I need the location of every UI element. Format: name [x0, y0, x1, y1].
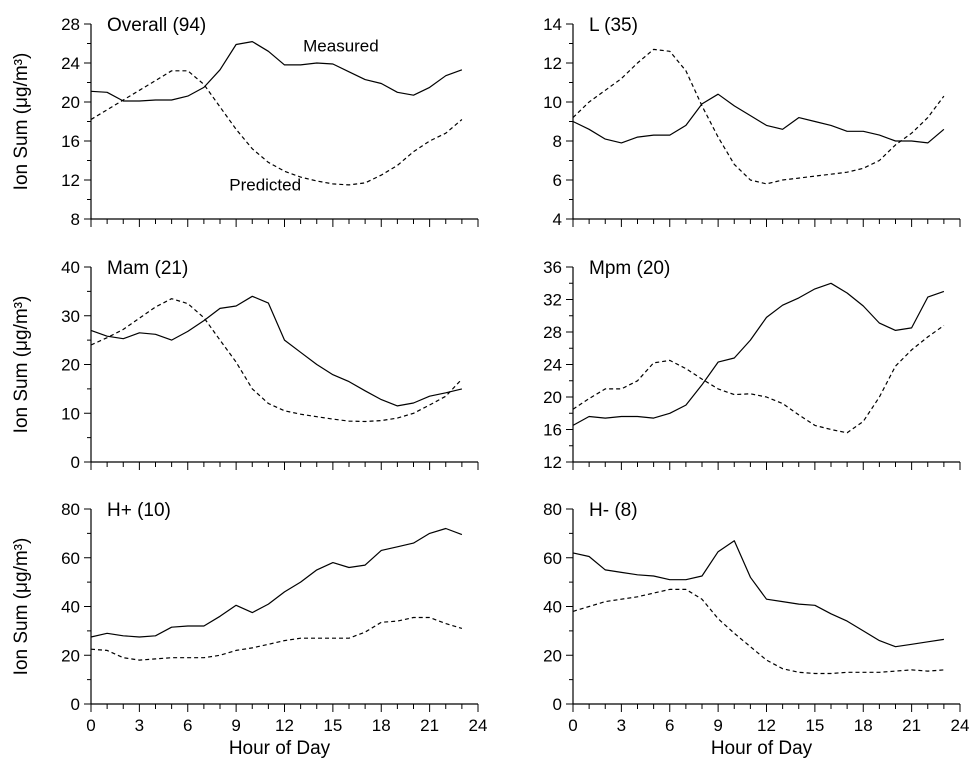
y-tick-label: 8 — [71, 210, 80, 229]
y-tick-label: 10 — [61, 404, 80, 423]
x-tick-label: 24 — [469, 716, 488, 735]
series-line-measured — [572, 282, 945, 426]
x-tick-label: 15 — [323, 716, 342, 735]
y-tick-label: 4 — [553, 210, 562, 229]
series-line-predicted — [572, 588, 944, 675]
x-tick-label: 12 — [757, 716, 776, 735]
y-tick-label: 16 — [543, 421, 562, 440]
y-tick-label: 8 — [553, 132, 562, 151]
series-line-predicted — [572, 325, 945, 434]
x-tick-label: 6 — [183, 716, 192, 735]
series-line-predicted — [90, 298, 463, 423]
panel-title: Overall (94) — [107, 15, 206, 36]
y-tick-label: 0 — [71, 695, 80, 714]
y-tick-label: 40 — [543, 598, 562, 617]
y-tick-label: 36 — [543, 258, 562, 277]
y-tick-label: 60 — [543, 549, 562, 568]
y-tick-label: 16 — [61, 132, 80, 151]
y-tick-label: 10 — [543, 93, 562, 112]
x-tick-label: 6 — [665, 716, 674, 735]
y-tick-label: 24 — [61, 54, 80, 73]
y-tick-label: 28 — [543, 323, 562, 342]
series-line-predicted — [572, 48, 945, 185]
chart-panel-5: 0 20 40 60 80 0 3 6 9 12 15 18 21 24 H+ (10) Ion Sum (μ… — [11, 500, 487, 759]
y-tick-label: 20 — [61, 356, 80, 375]
y-tick-label: 0 — [553, 695, 562, 714]
x-tick-label: 21 — [902, 716, 921, 735]
x-tick-label: 9 — [713, 716, 722, 735]
y-tick-label: 20 — [543, 646, 562, 665]
y-tick-label: 80 — [543, 500, 562, 519]
y-tick-label: 14 — [543, 15, 562, 34]
series-line-measured — [90, 295, 463, 407]
x-tick-label: 9 — [231, 716, 240, 735]
x-tick-label: 0 — [568, 716, 577, 735]
y-tick-label: 30 — [61, 307, 80, 326]
x-tick-label: 18 — [372, 716, 391, 735]
y-tick-label: 12 — [61, 171, 80, 190]
series-line-measured — [572, 93, 945, 144]
y-tick-label: 0 — [71, 453, 80, 472]
y-tick-label: 40 — [61, 258, 80, 277]
y-tick-label: 32 — [543, 291, 562, 310]
panel-title: H+ (10) — [107, 500, 171, 521]
y-tick-label: 12 — [543, 453, 562, 472]
y-tick-label: 20 — [61, 93, 80, 112]
y-axis-title: Ion Sum (μg/m³) — [11, 53, 32, 191]
x-tick-label: 12 — [275, 716, 294, 735]
annotation-predicted: Predicted — [229, 176, 301, 195]
x-tick-label: 18 — [854, 716, 873, 735]
chart-panel-6: 0 20 40 60 80 0 3 6 9 12 15 18 21 24 H- (8) Hour of Day — [543, 500, 969, 759]
series-line-measured — [572, 540, 944, 648]
chart-panel-4: 12 16 20 24 28 32 36 Mpm (20) — [543, 258, 961, 472]
y-tick-label: 24 — [543, 356, 562, 375]
panel-title: Mpm (20) — [589, 258, 670, 279]
x-tick-label: 3 — [135, 716, 144, 735]
y-axis-title: Ion Sum (μg/m³) — [11, 538, 32, 676]
chart-panel-2: 4 6 8 10 12 14 L (35) — [543, 15, 961, 229]
y-tick-label: 6 — [553, 171, 562, 190]
panel-title: L (35) — [589, 15, 638, 36]
panel-title: H- (8) — [589, 500, 638, 521]
x-tick-label: 21 — [420, 716, 439, 735]
x-axis-title: Hour of Day — [229, 738, 331, 759]
y-tick-label: 80 — [61, 500, 80, 519]
x-tick-label: 3 — [617, 716, 626, 735]
series-line-measured — [90, 527, 463, 638]
y-tick-label: 60 — [61, 549, 80, 568]
series-line-predicted — [90, 70, 463, 186]
series-line-measured — [90, 40, 463, 102]
y-tick-label: 28 — [61, 15, 80, 34]
x-tick-label: 24 — [951, 716, 970, 735]
chart-panel-1: 8 12 16 20 24 28 Overall (94) Measured Predicted… — [11, 15, 479, 229]
chart-panel-3: 0 10 20 30 40 Mam (21) Ion Sum (μg/m³) — [11, 258, 479, 472]
y-tick-label: 20 — [61, 646, 80, 665]
y-axis-title: Ion Sum (μg/m³) — [11, 296, 32, 434]
y-tick-label: 12 — [543, 54, 562, 73]
x-axis-title: Hour of Day — [711, 738, 813, 759]
series-line-predicted — [90, 616, 463, 661]
panel-title: Mam (21) — [107, 258, 188, 279]
y-tick-label: 40 — [61, 598, 80, 617]
y-tick-label: 20 — [543, 388, 562, 407]
annotation-measured: Measured — [303, 36, 379, 55]
x-tick-label: 0 — [86, 716, 95, 735]
x-tick-label: 15 — [805, 716, 824, 735]
